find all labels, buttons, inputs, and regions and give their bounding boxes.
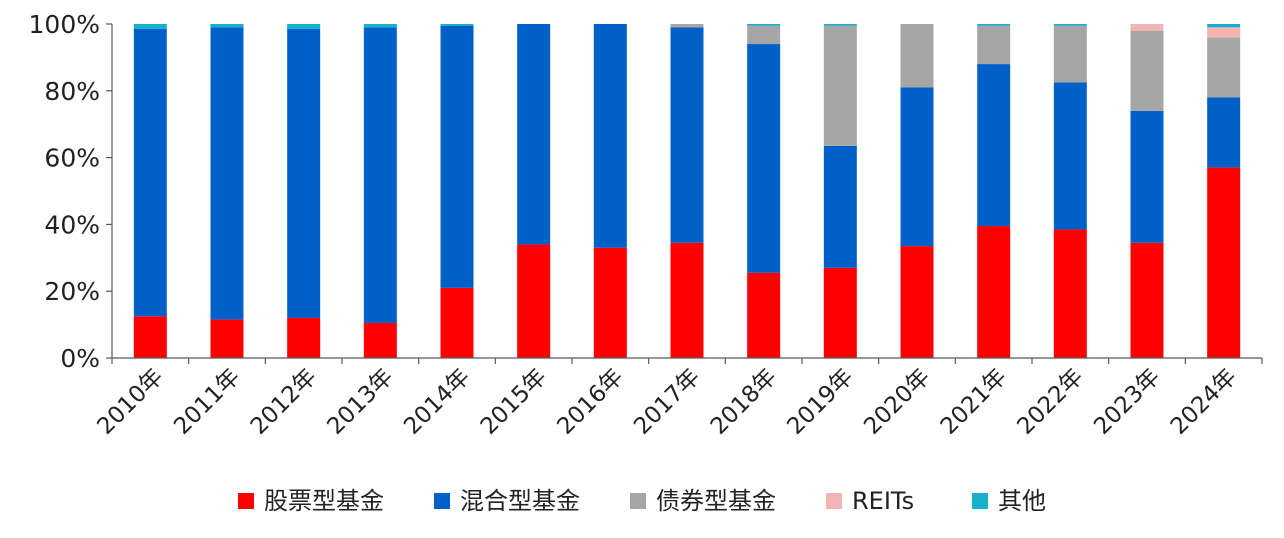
bar-segment-2-2 bbox=[210, 27, 244, 320]
bar-segment-3-14 bbox=[1130, 30, 1164, 111]
y-tick-label: 0% bbox=[60, 344, 100, 373]
legend-swatch-1 bbox=[238, 493, 254, 509]
bar-segment-1-8 bbox=[670, 242, 704, 358]
y-tick-label: 60% bbox=[44, 144, 100, 173]
bar-segment-5-15 bbox=[1207, 24, 1241, 28]
bar-segment-1-9 bbox=[747, 272, 781, 358]
x-tick-label: 2016年 bbox=[553, 364, 629, 440]
bar-segment-1-7 bbox=[593, 247, 627, 358]
bar-segment-2-5 bbox=[440, 25, 474, 288]
bar-segment-2-1 bbox=[133, 29, 167, 317]
y-tick-label: 20% bbox=[44, 277, 100, 306]
bar-segment-5-1 bbox=[133, 24, 167, 30]
bar-segment-2-10 bbox=[823, 145, 857, 268]
bar-segment-3-13 bbox=[1053, 25, 1087, 83]
legend-swatch-5 bbox=[972, 493, 988, 509]
bar-segment-5-3 bbox=[287, 24, 321, 30]
bar-segment-3-12 bbox=[977, 25, 1011, 65]
x-tick-label: 2017年 bbox=[629, 364, 705, 440]
legend-label-4: REITs bbox=[852, 487, 914, 515]
x-tick-label: 2010年 bbox=[93, 364, 169, 440]
bar-segment-5-10 bbox=[823, 24, 857, 26]
legend: 股票型基金 混合型基金 债券型基金 REITs 其他 bbox=[238, 487, 1046, 515]
bar-segment-3-10 bbox=[823, 25, 857, 146]
x-tick-label: 2023年 bbox=[1089, 364, 1165, 440]
bar-segment-3-11 bbox=[900, 24, 934, 88]
bar-segment-2-12 bbox=[977, 64, 1011, 227]
x-tick-label: 2024年 bbox=[1166, 364, 1242, 440]
x-tick-label: 2018年 bbox=[706, 364, 782, 440]
bar-segment-1-12 bbox=[977, 226, 1011, 358]
bar-segment-2-9 bbox=[747, 44, 781, 273]
bar-segment-2-3 bbox=[287, 29, 321, 318]
bars-layer bbox=[133, 24, 1241, 358]
bar-segment-4-14 bbox=[1130, 24, 1164, 31]
bar-segment-3-9 bbox=[747, 25, 781, 45]
legend-swatch-4 bbox=[826, 493, 842, 509]
bar-segment-2-6 bbox=[517, 24, 551, 245]
bar-segment-2-11 bbox=[900, 87, 934, 247]
bar-segment-1-2 bbox=[210, 319, 244, 358]
legend-label-3: 债券型基金 bbox=[656, 487, 776, 515]
y-tick-label: 40% bbox=[44, 210, 100, 239]
bar-segment-2-13 bbox=[1053, 82, 1087, 230]
x-tick-label: 2020年 bbox=[859, 364, 935, 440]
bar-segment-5-4 bbox=[363, 24, 397, 28]
x-tick-label: 2019年 bbox=[783, 364, 859, 440]
y-tick-label: 100% bbox=[29, 10, 100, 39]
bar-segment-2-8 bbox=[670, 27, 704, 243]
bar-segment-3-8 bbox=[670, 24, 704, 28]
bar-segment-1-11 bbox=[900, 246, 934, 358]
bar-segment-1-10 bbox=[823, 267, 857, 358]
bar-segment-1-6 bbox=[517, 244, 551, 358]
bar-segment-2-15 bbox=[1207, 97, 1241, 168]
bar-segment-1-3 bbox=[287, 317, 321, 358]
bar-segment-2-7 bbox=[593, 24, 627, 248]
bar-segment-5-9 bbox=[747, 24, 781, 26]
bar-segment-5-2 bbox=[210, 24, 244, 28]
x-tick-label: 2021年 bbox=[936, 364, 1012, 440]
bar-segment-1-14 bbox=[1130, 242, 1164, 358]
x-tick-label: 2015年 bbox=[476, 364, 552, 440]
x-tick-label: 2014年 bbox=[399, 364, 475, 440]
y-tick-label: 80% bbox=[44, 77, 100, 106]
bar-segment-1-15 bbox=[1207, 167, 1241, 358]
bar-segment-5-12 bbox=[977, 24, 1011, 26]
legend-swatch-2 bbox=[434, 493, 450, 509]
bar-segment-2-14 bbox=[1130, 110, 1164, 243]
x-tick-label: 2011年 bbox=[169, 364, 245, 440]
bar-segment-2-4 bbox=[363, 27, 397, 323]
x-tick-label: 2013年 bbox=[323, 364, 399, 440]
bar-segment-4-15 bbox=[1207, 27, 1241, 38]
bar-segment-5-5 bbox=[440, 24, 474, 26]
bar-segment-1-4 bbox=[363, 322, 397, 358]
bar-segment-5-13 bbox=[1053, 24, 1087, 26]
legend-label-5: 其他 bbox=[998, 487, 1046, 515]
bar-segment-1-1 bbox=[133, 316, 167, 358]
bar-segment-3-15 bbox=[1207, 37, 1241, 98]
legend-label-2: 混合型基金 bbox=[460, 487, 580, 515]
bar-segment-1-13 bbox=[1053, 229, 1087, 358]
x-tick-label: 2022年 bbox=[1013, 364, 1089, 440]
legend-swatch-3 bbox=[630, 493, 646, 509]
bar-segment-1-5 bbox=[440, 287, 474, 358]
x-tick-label: 2012年 bbox=[246, 364, 322, 440]
legend-label-1: 股票型基金 bbox=[264, 487, 384, 515]
